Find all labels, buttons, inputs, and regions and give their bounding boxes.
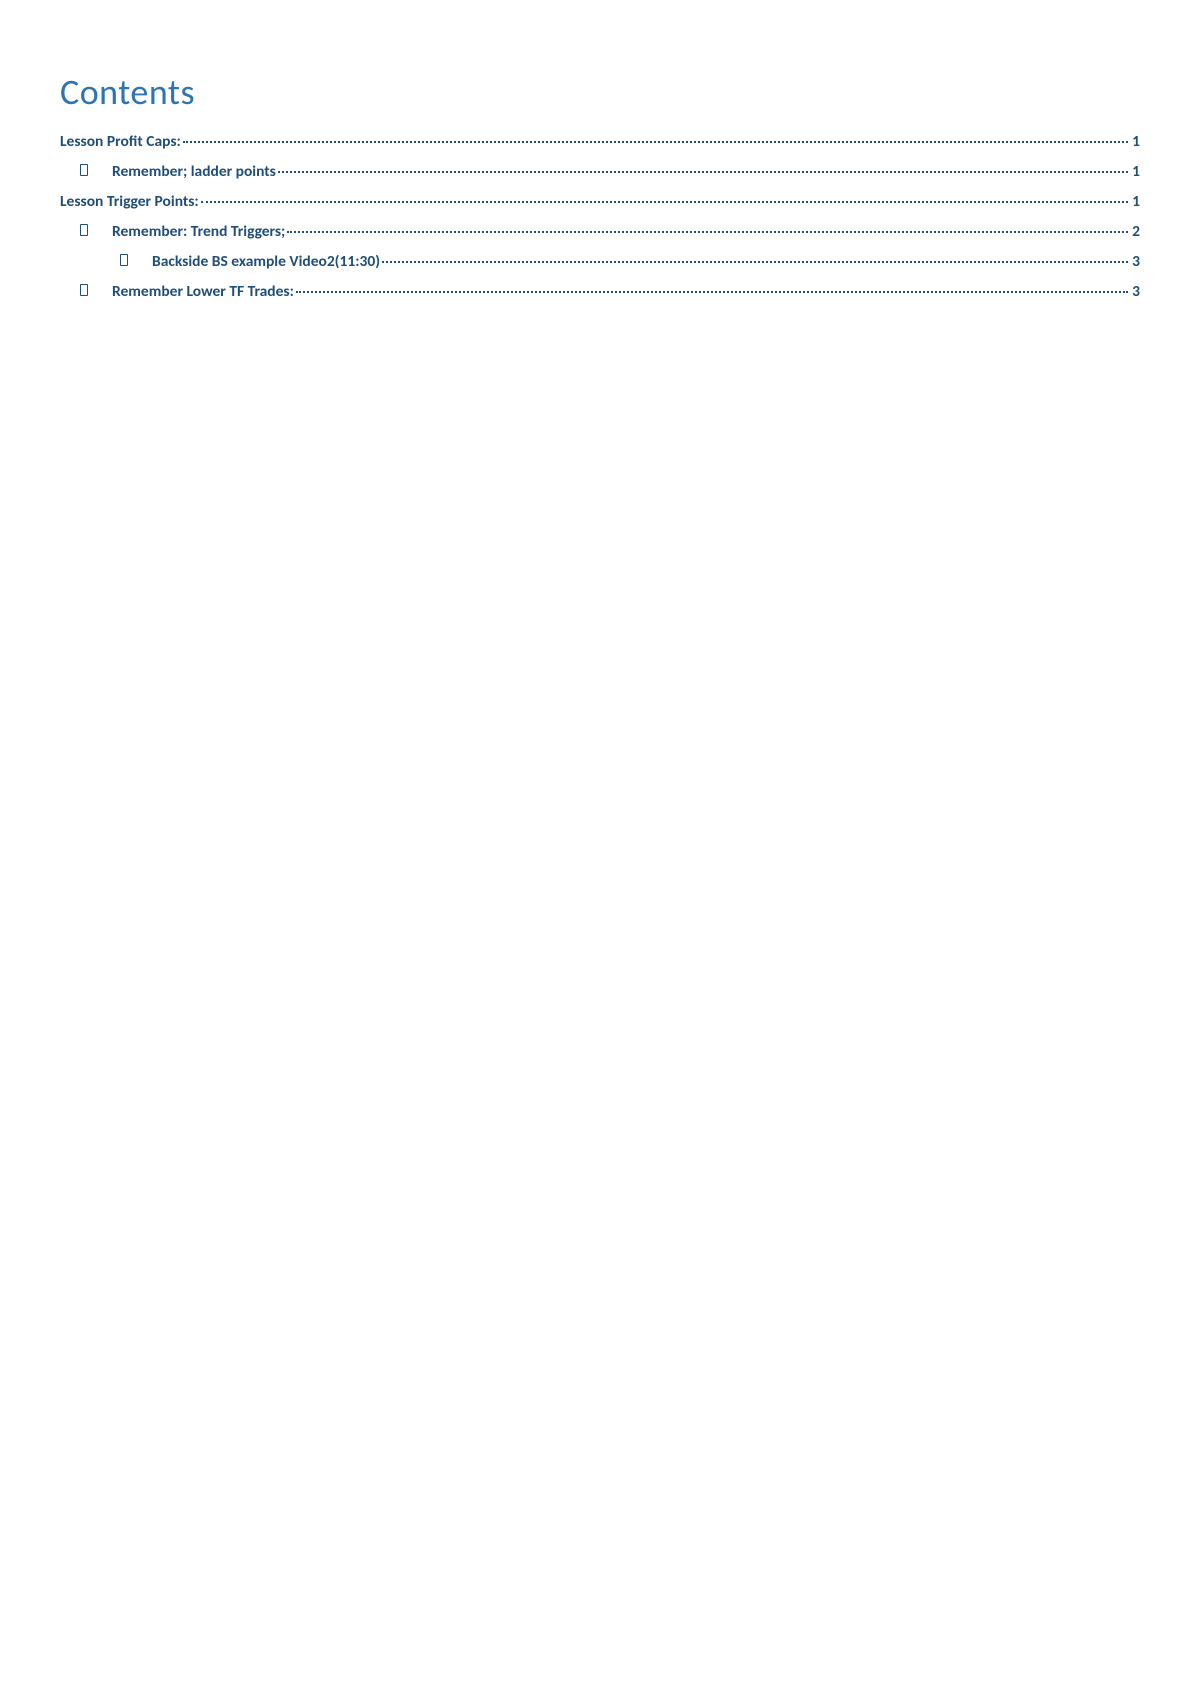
toc-page-number: 3 — [1130, 252, 1140, 271]
toc-entry-text: Backside BS example Video2(11:30) — [152, 252, 380, 271]
toc-entry[interactable]: Backside BS example Video2(11:30) 3 — [60, 252, 1140, 271]
toc-leader-dots — [287, 231, 1128, 233]
toc-entry-text: Remember: Trend Triggers; — [112, 222, 285, 241]
toc-entry-text: Remember; ladder points — [112, 162, 276, 181]
toc-entry[interactable]: Remember: Trend Triggers; 2 — [60, 222, 1140, 241]
toc-leader-dots — [296, 291, 1128, 293]
toc-entry[interactable]: Remember Lower TF Trades: 3 — [60, 282, 1140, 301]
toc-entry[interactable]: Lesson Trigger Points: 1 — [60, 192, 1140, 211]
toc-leader-dots — [201, 201, 1128, 203]
bullet-icon — [80, 284, 88, 296]
toc-page-number: 2 — [1130, 222, 1140, 241]
toc-leader-dots — [183, 141, 1128, 143]
page-container: Contents Lesson Profit Caps:1Remember; l… — [0, 0, 1200, 372]
toc-entry-text: Remember Lower TF Trades: — [112, 282, 294, 301]
toc-page-number: 1 — [1130, 162, 1140, 181]
toc-list: Lesson Profit Caps:1Remember; ladder poi… — [60, 132, 1140, 301]
contents-title: Contents — [60, 70, 1140, 114]
toc-leader-dots — [278, 171, 1128, 173]
toc-page-number: 3 — [1130, 282, 1140, 301]
toc-leader-dots — [382, 261, 1128, 263]
bullet-icon — [120, 254, 128, 266]
toc-entry[interactable]: Lesson Profit Caps: 1 — [60, 132, 1140, 151]
toc-entry-text: Lesson Profit Caps: — [60, 132, 181, 151]
toc-entry[interactable]: Remember; ladder points 1 — [60, 162, 1140, 181]
bullet-icon — [80, 224, 88, 236]
toc-entry-text: Lesson Trigger Points: — [60, 192, 199, 211]
toc-page-number: 1 — [1130, 132, 1140, 151]
toc-page-number: 1 — [1130, 192, 1140, 211]
bullet-icon — [80, 164, 88, 176]
